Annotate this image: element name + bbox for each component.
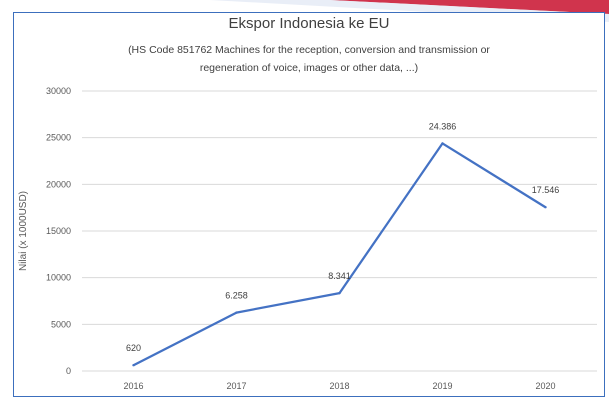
data-point — [544, 206, 547, 209]
y-tick-label: 10000 — [46, 273, 71, 283]
y-tick-label: 30000 — [46, 86, 71, 96]
data-point — [235, 311, 238, 314]
chart-subtitle-line-1: (HS Code 851762 Machines for the recepti… — [128, 44, 490, 56]
y-tick-label: 0 — [66, 366, 71, 376]
data-label: 620 — [126, 343, 141, 353]
y-tick-label: 25000 — [46, 133, 71, 143]
y-tick-label: 5000 — [51, 319, 71, 329]
y-axis-title: Nilai (x 1000USD) — [18, 191, 29, 271]
chart-title: Ekspor Indonesia ke EU — [228, 15, 390, 32]
data-label: 6.258 — [225, 291, 248, 301]
y-tick-label: 20000 — [46, 179, 71, 189]
data-label: 17.546 — [532, 185, 560, 195]
y-tick-label: 15000 — [46, 226, 71, 236]
data-point — [132, 364, 135, 367]
data-label: 8.341 — [328, 271, 351, 281]
data-point — [338, 291, 341, 295]
data-point — [441, 142, 444, 145]
chart-frame — [13, 12, 605, 397]
chart-subtitle: (HS Code 851762 Machines for the recepti… — [13, 41, 605, 77]
x-tick-label: 2018 — [329, 381, 349, 391]
chart-subtitle-line-2: regeneration of voice, images or other d… — [199, 62, 419, 74]
data-label: 24.386 — [429, 121, 457, 131]
x-tick-label: 2017 — [226, 381, 246, 391]
x-tick-label: 2016 — [123, 381, 143, 391]
series-line — [132, 142, 547, 367]
x-tick-label: 2019 — [432, 381, 452, 391]
x-tick-label: 2020 — [535, 381, 555, 391]
